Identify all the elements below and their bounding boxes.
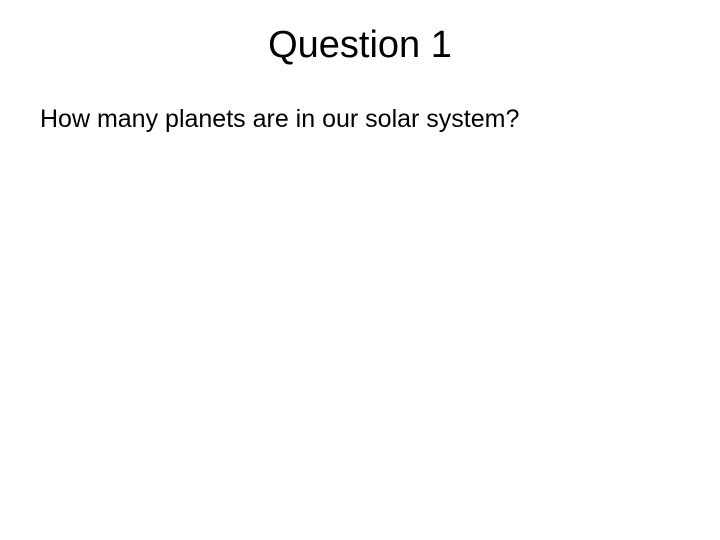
question-text: How many planets are in our solar system… xyxy=(0,105,720,134)
slide-container: Question 1 How many planets are in our s… xyxy=(0,0,720,540)
slide-title: Question 1 xyxy=(0,24,720,67)
